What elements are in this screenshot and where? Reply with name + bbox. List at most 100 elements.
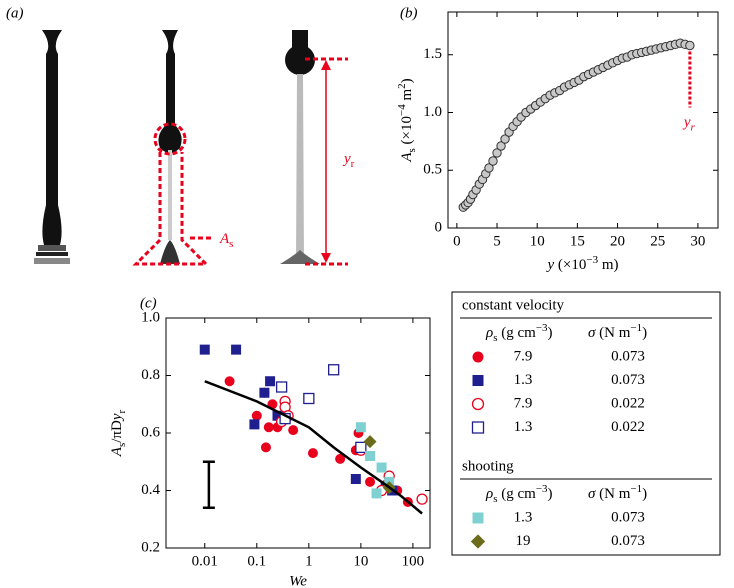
label-part: σ <box>588 486 596 502</box>
label-part: A <box>109 446 125 457</box>
x-tick-label: 1 <box>305 553 313 569</box>
label-part: r <box>116 409 128 413</box>
label-part: σ <box>588 325 596 341</box>
label-part: ) <box>548 325 553 341</box>
label-part: y <box>109 413 125 422</box>
point <box>365 451 376 461</box>
point <box>263 422 274 433</box>
legend-group-title: shooting <box>462 458 514 474</box>
label-part: s <box>229 238 233 250</box>
point <box>251 410 262 421</box>
point <box>355 422 366 433</box>
legend-rho: 7.9 <box>514 348 533 364</box>
x-tick-label: 0 <box>453 233 461 249</box>
legend-sigma: 0.073 <box>611 372 645 388</box>
error-bar <box>202 460 215 509</box>
y-tick-label: 0.5 <box>423 162 442 178</box>
label-part: y <box>545 257 554 273</box>
label-part: ) <box>642 486 647 502</box>
height-label: yr <box>342 151 355 169</box>
x-tick-label: 0.01 <box>192 553 218 569</box>
point <box>249 419 260 430</box>
label-part: s <box>116 443 128 447</box>
panel-label: (c) <box>140 295 157 311</box>
legend-sigma: 0.073 <box>611 509 645 525</box>
panel-label: (b) <box>400 5 418 21</box>
label-part: ) <box>399 78 415 83</box>
point <box>288 425 299 436</box>
point <box>416 493 428 505</box>
point <box>275 381 288 393</box>
point <box>224 376 235 387</box>
legend-rho: 1.3 <box>514 509 533 525</box>
label-part: ) <box>642 325 647 341</box>
panel-a: (a) As yr <box>6 5 355 270</box>
point <box>303 392 315 405</box>
label-part: s <box>406 148 418 152</box>
label-part: (×10 <box>399 116 415 148</box>
label-part: (g cm <box>497 486 536 502</box>
legend-rho: 19 <box>516 533 531 549</box>
legend-rho: 7.9 <box>514 395 533 411</box>
label: yr <box>682 115 696 133</box>
legend-group-title: constant velocity <box>462 297 565 313</box>
point <box>371 488 382 499</box>
label: σ (N m−1) <box>588 322 647 342</box>
label-part: r <box>351 158 355 170</box>
label-part: −1 <box>630 483 642 495</box>
label: y (×10−3 m) <box>545 254 618 274</box>
legend-marker <box>471 421 485 434</box>
photo-2: As <box>132 30 233 266</box>
point <box>496 141 506 151</box>
x-tick-label: 100 <box>402 553 425 569</box>
legend-marker <box>472 351 484 363</box>
label-part: ρ <box>485 325 493 341</box>
area-label: As <box>219 231 233 249</box>
legend-sigma: 0.022 <box>611 395 645 411</box>
fit-line <box>204 380 423 515</box>
point <box>199 344 210 355</box>
x-tick-label: 10 <box>530 233 545 249</box>
point <box>350 474 361 484</box>
label-part: s <box>493 493 497 505</box>
label-part: (N m <box>595 486 630 502</box>
y-tick-label: 0.8 <box>141 367 160 383</box>
legend-marker <box>472 375 484 386</box>
panel-label: (a) <box>6 5 24 21</box>
point <box>488 156 498 166</box>
label-part: (g cm <box>497 325 536 341</box>
point <box>500 134 510 144</box>
legend-sigma: 0.073 <box>611 533 645 549</box>
point <box>365 476 376 487</box>
label-part: 2 <box>396 83 408 89</box>
label-part: m <box>399 89 415 105</box>
label-part: ρ <box>485 486 493 502</box>
x-tick-label: 30 <box>690 233 705 249</box>
point <box>328 364 340 376</box>
point <box>484 163 494 173</box>
label-part: A <box>399 152 415 163</box>
label-part: (×10 <box>554 257 586 273</box>
label-part: ) <box>548 486 553 502</box>
label-part: −4 <box>396 104 408 116</box>
label-part: −3 <box>586 254 598 266</box>
plot-frame <box>447 11 719 229</box>
x-tick-label: 0.1 <box>247 553 266 569</box>
y-tick-label: 0 <box>435 219 443 235</box>
label-part: −3 <box>536 322 548 334</box>
y-tick-label: 0.4 <box>141 482 160 498</box>
label: ρs (g cm−3) <box>485 483 553 505</box>
x-tick-label: 15 <box>570 233 585 249</box>
x-tick-label: 25 <box>650 233 665 249</box>
label: σ (N m−1) <box>588 483 647 503</box>
legend-marker <box>470 534 486 549</box>
label: As/πDyr <box>109 409 127 457</box>
point <box>335 453 346 464</box>
point <box>265 376 276 387</box>
point <box>307 448 318 459</box>
y-tick-label: 1.0 <box>423 104 442 120</box>
label-part: r <box>691 121 696 133</box>
label-part: −3 <box>536 483 548 495</box>
label-part: /πD <box>109 420 125 443</box>
